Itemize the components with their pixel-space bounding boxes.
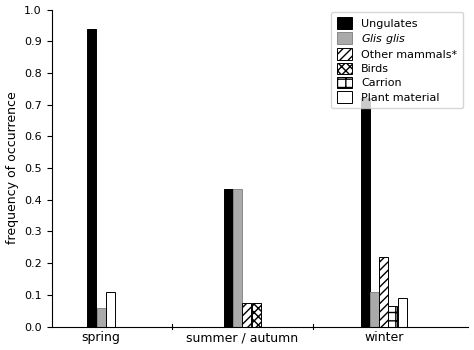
Y-axis label: frequency of occurrence: frequency of occurrence xyxy=(6,92,18,244)
Bar xyxy=(106,292,115,327)
Bar xyxy=(252,303,261,327)
Legend: Ungulates, $\it{Glis\ glis}$, Other mammals*, Birds, Carrion, Plant material: Ungulates, $\it{Glis\ glis}$, Other mamm… xyxy=(331,12,463,108)
Bar xyxy=(370,292,379,327)
Bar xyxy=(233,189,242,327)
Bar xyxy=(224,189,233,327)
Bar xyxy=(361,98,370,327)
Bar xyxy=(242,303,251,327)
Bar xyxy=(379,257,388,327)
Bar xyxy=(97,308,106,327)
Bar xyxy=(398,298,407,327)
Bar xyxy=(87,29,96,327)
Bar xyxy=(388,306,397,327)
